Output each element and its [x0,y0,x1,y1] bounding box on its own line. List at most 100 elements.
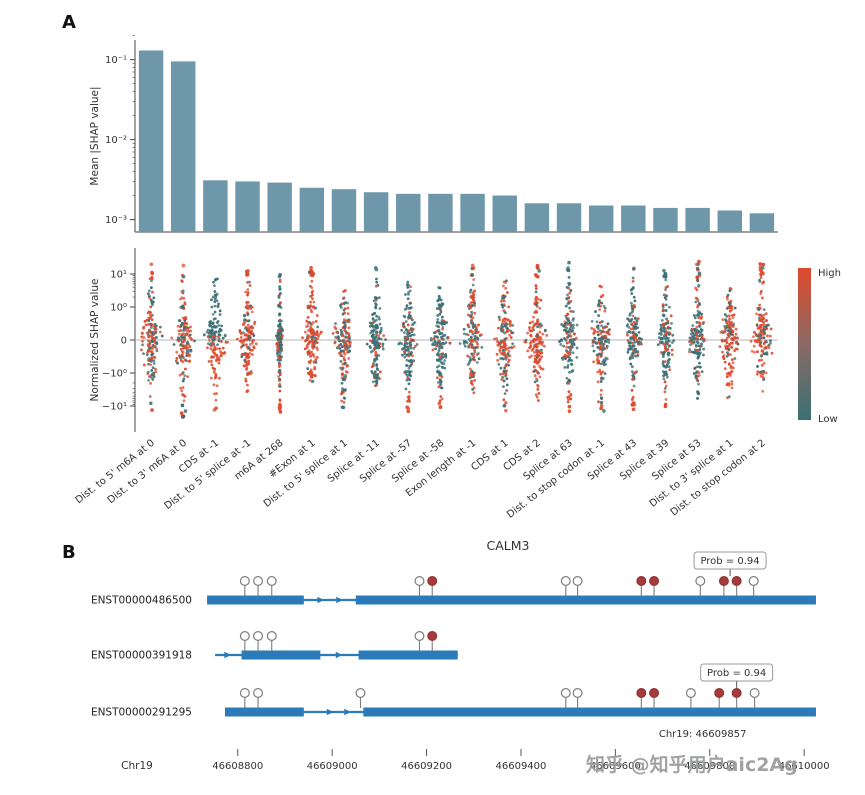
exon [241,650,321,660]
m6a-site [560,688,571,708]
direction-arrow-icon [224,651,231,659]
direction-arrow-icon [335,651,343,659]
svg-text:46609600: 46609600 [590,761,641,772]
m6a-site-predicted [427,630,438,651]
violin [365,266,387,388]
watermark: 知乎 @知乎用户aic2Ag [586,753,798,776]
bar [428,193,453,232]
exon [225,707,304,717]
m6a-site [239,630,250,651]
panel-a-label: A [62,12,76,33]
svg-text:10¹: 10¹ [110,270,127,281]
svg-text:−10⁰: −10⁰ [102,369,127,380]
prob-label-box [693,551,767,570]
violin [236,269,258,394]
violin [301,265,323,383]
exon [355,595,816,605]
direction-arrow-icon [336,596,343,604]
m6a-site-predicted [649,575,660,596]
bar [556,203,582,232]
violin [688,259,707,400]
bar [363,192,389,232]
bar [460,193,485,232]
transcript-name: ENST00000291295 [91,707,192,719]
bar [588,205,614,232]
m6a-site [685,688,696,708]
bar [267,182,292,232]
violin [275,273,285,414]
m6a-site [355,688,366,708]
violin [558,260,579,413]
violin [458,263,484,395]
prob-label: Prob = 0.94 [707,668,766,679]
m6a-site [572,688,583,708]
m6a-site-predicted [427,575,438,596]
m6a-site [253,688,264,708]
bar [685,207,710,232]
m6a-site-predicted [731,688,742,708]
direction-arrow-icon [344,708,351,716]
violin [170,263,196,419]
svg-text:High: High [818,268,841,279]
prob-label-box [700,663,774,682]
genomic-axis: 46608800 46609000 46609200 46609400 46609600… [121,749,830,772]
m6a-site [695,575,706,596]
bar [524,203,550,232]
bar [621,205,646,232]
m6a-site [414,630,425,651]
violin [140,262,164,412]
gene-title: CALM3 [486,538,529,553]
bar [138,50,164,233]
transcript-name: ENST00000486500 [91,595,192,607]
violin [590,284,612,413]
bar-chart: 10⁻¹ 10⁻² 10⁻³ Mean |SHAP value| [89,35,778,233]
bar [653,207,678,232]
svg-text:10⁰: 10⁰ [110,303,127,314]
violin [202,277,230,412]
violin [429,286,452,410]
svg-text:46609800: 46609800 [684,761,735,772]
exon [358,650,458,660]
shap-summary-plots: 10⁻¹ 10⁻² 10⁻³ Mean |SHAP value| 10¹ 10⁰ 0 −10⁰… [74,35,841,521]
m6a-site [414,575,425,596]
bar [396,193,421,232]
m6a-site [749,688,760,708]
bar [299,187,325,232]
violin [625,266,644,412]
violin [493,279,516,413]
m6a-site [748,575,759,596]
violin [749,262,774,393]
m6a-site [560,575,571,596]
exon [363,707,816,717]
m6a-site-predicted [636,688,647,708]
m6a-site-predicted [636,575,647,596]
svg-text:0: 0 [121,336,127,347]
svg-text:46610000: 46610000 [779,761,830,772]
bar [331,189,357,232]
svg-text:46609200: 46609200 [401,761,452,772]
m6a-site [253,630,264,651]
site-coordinate-label: Chr19: 46609857 [659,729,747,740]
svg-text:Normalized SHAP value: Normalized SHAP value [89,279,101,402]
svg-text:−10¹: −10¹ [102,402,127,413]
svg-text:10⁻²: 10⁻² [105,135,127,146]
m6a-site [266,630,277,651]
transcript-name: ENST00000391918 [91,650,192,662]
svg-text:Mean |SHAP value|: Mean |SHAP value| [89,86,101,185]
violin [397,280,419,414]
bar [171,61,196,232]
colorbar: High Low [798,268,841,425]
m6a-site [572,575,583,596]
transcript-row: ENST00000291295 Prob = 0.94 [91,663,816,719]
svg-text:10⁻¹: 10⁻¹ [105,55,127,66]
transcript-row: ENST00000391918 [91,630,458,662]
m6a-site [239,688,250,708]
m6a-site [239,575,250,596]
violin [656,268,676,409]
prob-label: Prob = 0.94 [700,556,759,567]
m6a-site-predicted [649,688,660,708]
exon [207,595,304,605]
